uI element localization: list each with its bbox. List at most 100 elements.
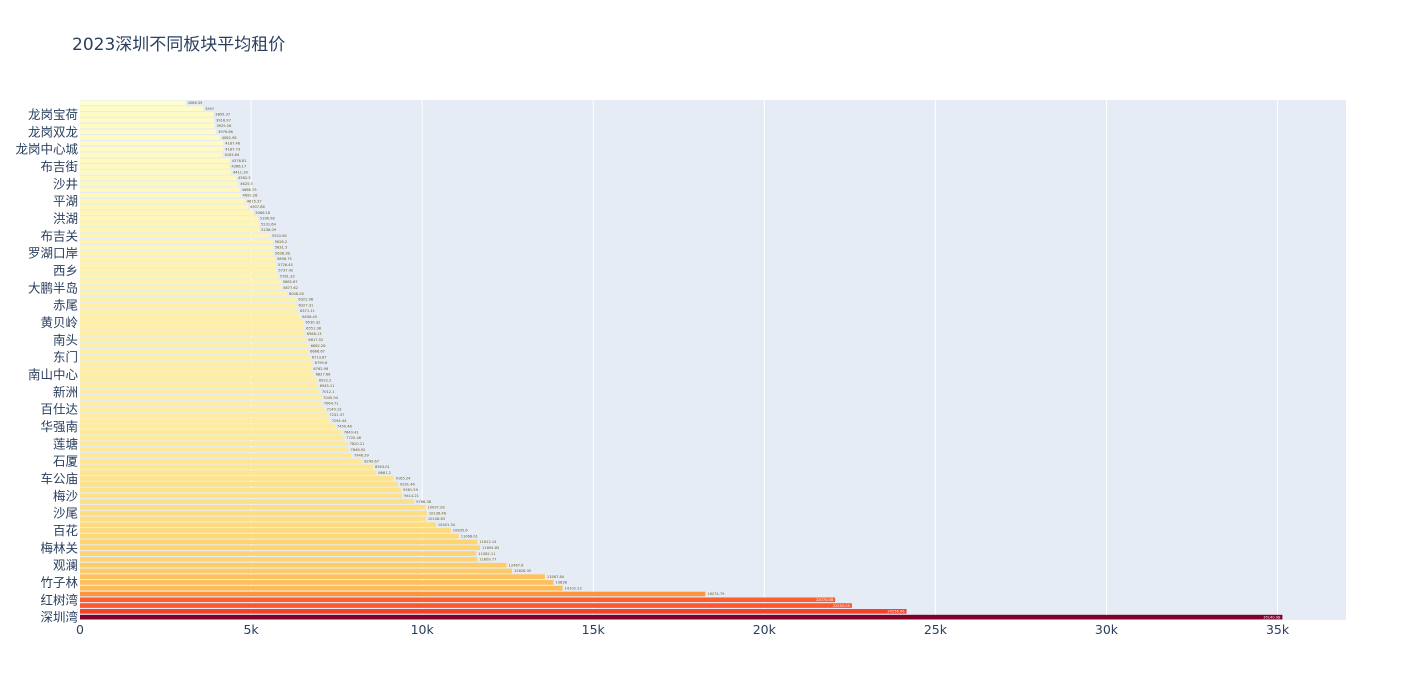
data-label: 11582.11 — [478, 552, 495, 556]
data-label: 6568.13 — [307, 332, 322, 336]
data-label: 7149.13 — [327, 407, 342, 411]
bar — [80, 135, 220, 140]
y-tick-label: 东门 — [53, 350, 78, 365]
y-tick-label: 红树湾 — [40, 592, 78, 607]
data-label: 10108.83 — [428, 517, 445, 521]
bar — [80, 251, 273, 256]
bar — [80, 569, 512, 574]
bar — [80, 176, 236, 181]
data-label: 5865.67 — [283, 280, 298, 284]
data-label: 8563.01 — [375, 465, 390, 469]
y-tick-label: 洪湖 — [53, 211, 78, 226]
bar — [80, 574, 545, 579]
bar — [80, 349, 308, 354]
bar — [80, 124, 214, 129]
bar — [80, 181, 238, 186]
bar — [80, 268, 276, 273]
data-label: 6713.87 — [312, 355, 327, 359]
bar — [80, 603, 852, 608]
bar — [80, 586, 563, 591]
bar — [80, 291, 287, 296]
x-tick-label: 35k — [1266, 622, 1290, 637]
data-label: 7231.37 — [329, 413, 344, 417]
x-tick-label: 0 — [76, 622, 84, 637]
y-tick-label: 黄贝岭 — [40, 315, 78, 330]
y-tick-label: 龙岗宝荷 — [28, 107, 78, 122]
data-label: 7294.44 — [332, 419, 348, 423]
x-axis-ticks: 0 5k 10k 15k 20k 25k 30k 35k — [76, 622, 1290, 637]
y-tick-label: 南山中心 — [28, 367, 79, 382]
data-label: 22559.05 — [833, 604, 850, 608]
bar — [80, 314, 300, 319]
bar — [80, 210, 253, 215]
y-tick-label: 百仕达 — [40, 402, 78, 417]
data-label: 9766.38 — [416, 500, 432, 504]
data-label: 6322.98 — [298, 298, 314, 302]
y-tick-label: 梅林关 — [40, 540, 78, 555]
data-label: 4562.5 — [238, 176, 251, 180]
data-label: 5631.5 — [275, 246, 288, 250]
data-label: 7720.46 — [346, 436, 362, 440]
y-tick-label: 竹子林 — [40, 575, 78, 590]
bar — [80, 482, 398, 487]
data-label: 6436.45 — [302, 315, 317, 319]
x-tick-label: 10k — [411, 622, 435, 637]
bar — [80, 141, 223, 146]
bar — [80, 424, 335, 429]
bar — [80, 378, 317, 383]
data-label: 5552.64 — [272, 234, 288, 238]
data-label: 12467.6 — [509, 563, 525, 567]
data-label: 7846.92 — [350, 448, 365, 452]
x-tick-label: 25k — [924, 622, 948, 637]
y-tick-label: 平湖 — [53, 194, 78, 209]
data-label: 6827.66 — [316, 373, 332, 377]
data-label: 6551.38 — [306, 326, 322, 330]
bar — [80, 528, 451, 533]
y-tick-label: 观澜 — [53, 558, 78, 573]
bar — [80, 106, 203, 111]
data-label: 7820.21 — [350, 442, 365, 446]
bar — [80, 384, 318, 389]
bar — [80, 199, 245, 204]
data-label: 5236.09 — [261, 228, 277, 232]
bar — [80, 193, 241, 198]
bar — [80, 430, 342, 435]
bar — [80, 418, 330, 423]
chart-title: 2023深圳不同板块平均租价 — [72, 35, 285, 55]
data-label: 3895.37 — [215, 113, 230, 117]
bar — [80, 187, 240, 192]
bar — [80, 441, 348, 446]
data-label: 4376.81 — [232, 159, 247, 163]
y-tick-label: 深圳湾 — [40, 610, 78, 625]
data-label: 3597 — [205, 107, 214, 111]
bar — [80, 147, 223, 152]
y-tick-label: 沙尾 — [53, 506, 78, 521]
data-label: 9291.46 — [400, 482, 416, 486]
bar — [80, 320, 303, 325]
bar — [80, 372, 314, 377]
data-label: 6945.11 — [320, 384, 335, 388]
data-label: 11068.01 — [461, 534, 478, 538]
bar — [80, 389, 320, 394]
data-label: 18274.79 — [707, 592, 725, 596]
bar — [80, 245, 273, 250]
y-tick-label: 百花 — [53, 523, 78, 538]
data-label: 7012.1 — [322, 390, 335, 394]
data-label: 4163.64 — [224, 153, 240, 157]
bar — [80, 436, 344, 441]
bar — [80, 239, 273, 244]
data-label: 4625.5 — [240, 182, 253, 186]
data-label: 7064.71 — [324, 402, 339, 406]
data-label: 5066.18 — [255, 211, 271, 215]
data-label: 5628.2 — [275, 240, 288, 244]
data-label: 9165.24 — [396, 477, 412, 481]
data-label: 35140.98 — [1263, 615, 1281, 619]
data-label: 6371.11 — [300, 309, 315, 313]
data-label: 13838 — [555, 581, 567, 585]
data-label: 24156.06 — [887, 610, 905, 614]
bar — [80, 545, 480, 550]
bar — [80, 274, 278, 279]
data-label: 4187.73 — [225, 147, 240, 151]
y-tick-label: 沙井 — [53, 176, 78, 191]
y-tick-label: 新洲 — [53, 384, 78, 399]
